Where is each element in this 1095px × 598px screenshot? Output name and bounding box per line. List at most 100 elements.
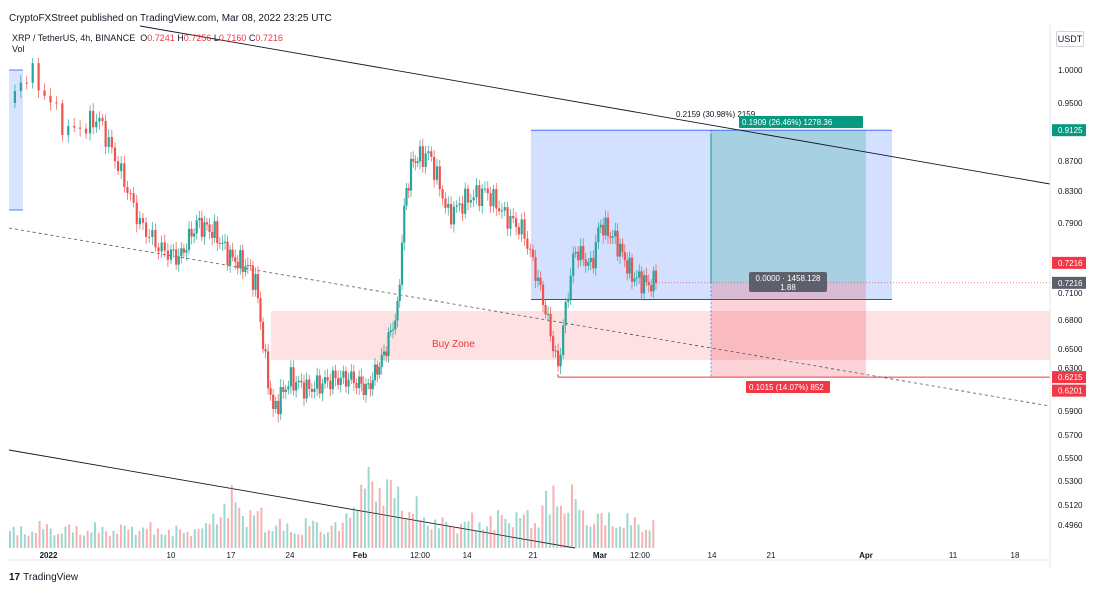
- tradingview-logo[interactable]: 17 TradingView: [9, 572, 78, 583]
- candle-body: [569, 275, 572, 299]
- candle-body: [297, 380, 300, 383]
- candle-body: [398, 284, 401, 301]
- volume-bar: [360, 484, 363, 548]
- price-axis-label: 0.5900: [1058, 407, 1083, 416]
- volume-bar: [563, 513, 566, 548]
- volume-bar: [227, 517, 230, 548]
- candle-body: [31, 63, 34, 83]
- candle-body: [104, 120, 107, 147]
- candle-body: [584, 259, 587, 266]
- candle-body: [135, 202, 138, 225]
- price-axis-label: 0.6300: [1058, 364, 1083, 373]
- candle-body: [534, 257, 537, 281]
- candle-body: [623, 252, 626, 261]
- volume-bar: [241, 515, 244, 548]
- candle-body: [116, 161, 120, 172]
- candle-body: [628, 257, 631, 274]
- volume-bar: [456, 533, 459, 548]
- volume-bar: [282, 530, 285, 548]
- volume-bar: [204, 523, 207, 548]
- candle-body: [308, 379, 311, 389]
- volume-bar: [519, 518, 522, 548]
- volume-bar: [53, 535, 56, 548]
- volume-bar: [630, 525, 633, 548]
- candle-body: [606, 217, 610, 237]
- candle-body: [378, 367, 381, 375]
- volume-bar: [31, 531, 34, 548]
- volume-bar: [478, 522, 481, 548]
- volume-bar: [190, 536, 193, 548]
- candle-body: [618, 243, 622, 257]
- candle-body: [169, 249, 173, 260]
- volume-bar: [293, 533, 296, 548]
- candle-body: [185, 250, 188, 253]
- candle-body: [279, 387, 282, 415]
- candle-body: [350, 371, 353, 380]
- candle-body: [326, 377, 329, 381]
- volume-bar: [393, 498, 396, 548]
- candle-body: [337, 378, 340, 385]
- long-position-profit: [711, 130, 866, 283]
- volume-bar: [112, 530, 115, 548]
- candle-body: [289, 367, 292, 387]
- candle-body: [592, 257, 595, 269]
- candle-body: [367, 383, 370, 385]
- volume-bar: [497, 510, 500, 548]
- volume-bar: [541, 505, 544, 548]
- volume-bar: [485, 526, 488, 548]
- volume-bar: [445, 521, 448, 548]
- volume-bar: [68, 524, 71, 548]
- candle-body: [292, 367, 295, 391]
- volume-bar: [45, 524, 48, 548]
- time-axis-label: 14: [463, 551, 472, 560]
- symbol-legend[interactable]: XRP / TetherUS, 4h, BINANCE O0.7241 H0.7…: [12, 33, 283, 43]
- price-axis-label: 0.9500: [1058, 99, 1083, 108]
- volume-bar: [167, 529, 170, 548]
- ohlc-open: 0.7241: [147, 33, 175, 43]
- candle-body: [523, 219, 526, 239]
- volume-bar: [637, 524, 640, 548]
- volume-bar: [578, 509, 581, 548]
- candle-body: [362, 383, 365, 395]
- candle-body: [492, 189, 495, 207]
- candle-body: [517, 227, 520, 235]
- volume-bar: [94, 522, 97, 548]
- candle-body: [239, 250, 242, 269]
- volume-legend[interactable]: Vol: [12, 44, 25, 54]
- candle-body: [385, 351, 388, 357]
- candle-body: [380, 354, 383, 368]
- candle-body: [472, 197, 475, 201]
- candle-body: [621, 243, 624, 253]
- stop-label: 0.1015 (14.07%) 852: [749, 383, 824, 392]
- volume-bar: [619, 526, 622, 548]
- candle-body: [466, 188, 470, 203]
- candle-body: [364, 384, 368, 395]
- volume-bar: [633, 517, 636, 548]
- candle-body: [546, 313, 550, 315]
- candle-body: [101, 117, 104, 121]
- volume-bar: [356, 510, 359, 548]
- volume-bar: [230, 484, 233, 548]
- volume-bar: [116, 533, 119, 548]
- volume-bar: [574, 499, 577, 548]
- candle-body: [582, 246, 585, 260]
- time-axis-label: 11: [949, 551, 958, 560]
- volume-bar: [474, 530, 477, 548]
- volume-bar: [386, 479, 389, 548]
- candle-body: [405, 188, 408, 206]
- volume-bar: [537, 527, 540, 548]
- volume-bar: [149, 522, 152, 548]
- candle-body: [552, 336, 555, 352]
- volume-bar: [97, 532, 100, 548]
- currency-button[interactable]: USDT: [1056, 31, 1084, 47]
- price-axis-label: 0.8700: [1058, 157, 1083, 166]
- target-label: 0.1909 (26.46%) 1278.36: [742, 118, 833, 127]
- candle-body: [25, 82, 28, 84]
- candle-body: [503, 207, 506, 211]
- volume-bar: [522, 514, 525, 548]
- ohlc-low: 0.7160: [218, 33, 247, 43]
- candle-body: [49, 95, 52, 103]
- time-axis-label: 10: [167, 551, 176, 560]
- price-tag-entry: 0.7216: [1058, 279, 1083, 288]
